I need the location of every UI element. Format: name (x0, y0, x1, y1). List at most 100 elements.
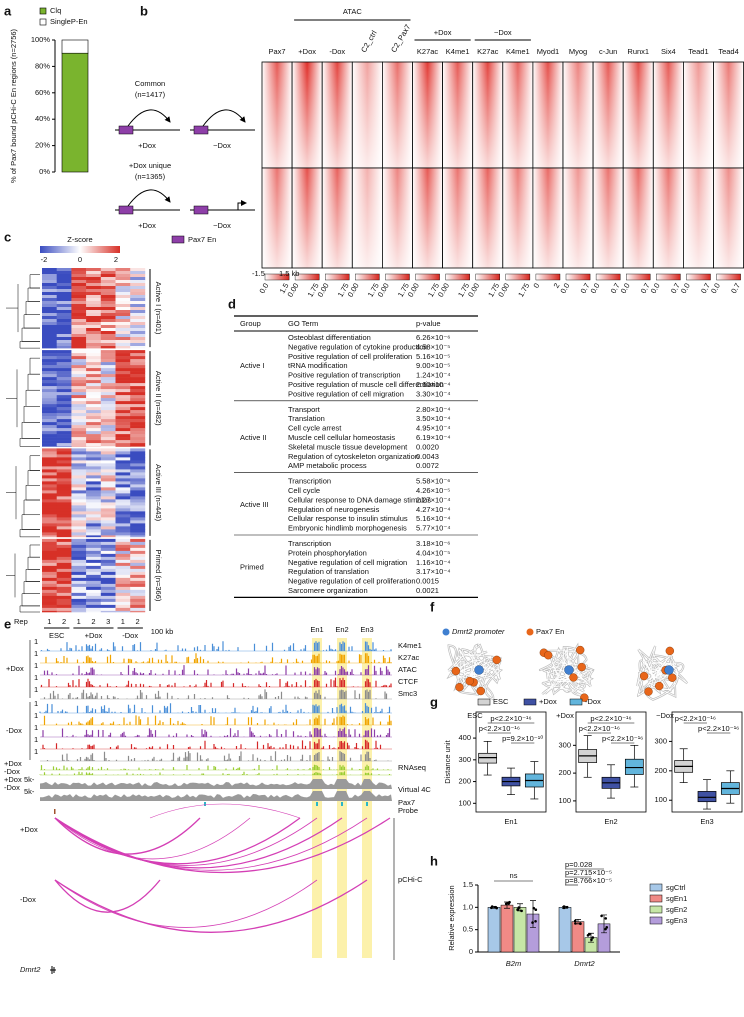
y-tick-label: 300 (558, 740, 571, 749)
heatmap-cell (71, 595, 87, 600)
colorbar-tick: 2 (114, 255, 118, 264)
heatmap-cell (56, 298, 72, 302)
heatmap-cell (71, 365, 87, 369)
heatmap-fade (472, 62, 503, 168)
p-value: 3.17×10⁻⁴ (416, 567, 451, 576)
heatmap-cell (71, 520, 87, 524)
heatmap-cell (56, 523, 72, 527)
heatmap-cell (115, 565, 131, 570)
heatmap-cell (100, 553, 116, 558)
heatmap-cell (100, 457, 116, 461)
track-label: pCHi-C (398, 875, 423, 884)
p-value: 6.19×10⁻⁴ (416, 433, 451, 442)
heatmap-cell (115, 340, 131, 344)
heatmap-cell (56, 365, 72, 369)
heatmap-cell (130, 538, 146, 543)
enhancer-diagrams (115, 109, 255, 211)
heatmap-cell (86, 307, 102, 311)
heatmap-cell (100, 523, 116, 527)
heatmap-cell (130, 610, 146, 613)
heatmap-cell (56, 496, 72, 500)
heatmap-cell (42, 431, 57, 435)
rep-number: 1 (121, 617, 125, 626)
heatmap-cell (42, 601, 57, 606)
heatmap-cell (56, 383, 72, 387)
heatmap-cell (100, 343, 116, 347)
y-tick-label: 0% (39, 167, 50, 176)
legend-label: sgEn3 (666, 916, 687, 925)
replicate-dot (588, 932, 591, 936)
heatmap-cell (130, 410, 146, 414)
panel-label: c (4, 229, 11, 244)
heatmap-cell (100, 466, 116, 470)
heatmap-cell (130, 319, 146, 323)
heatmap-cell (56, 469, 72, 473)
heatmap-cell (42, 580, 57, 585)
heatmap-cell (130, 517, 146, 521)
heatmap-cell (42, 377, 57, 381)
heatmap-cell (86, 328, 102, 332)
heatmap-cell (100, 362, 116, 366)
go-term: Transport (288, 405, 321, 414)
heatmap-cell (86, 413, 102, 417)
heatmap-cell (56, 526, 72, 530)
dendrogram (27, 373, 40, 391)
replicate-dot (579, 922, 582, 925)
heatmap-cell (115, 559, 131, 564)
condition-label: +Dox (138, 141, 156, 150)
color-scale (626, 273, 651, 281)
heatmap-cell (115, 490, 131, 494)
heatmap-cell (71, 389, 87, 393)
heatmap-cell (56, 377, 72, 381)
heatmap-cell (130, 541, 146, 546)
heatmap-cell (56, 301, 72, 305)
heatmap-cell (42, 356, 57, 360)
bar-segment (61, 52, 89, 173)
color-scale (656, 273, 681, 281)
p-value: 3.50×10⁻⁴ (416, 414, 451, 423)
scale-label: 0.0 (709, 281, 722, 295)
heatmap-cell (42, 472, 57, 476)
heatmap-cell (130, 416, 146, 420)
heatmap-cell (100, 395, 116, 399)
p-value: 1.16×10⁻⁴ (416, 558, 451, 567)
group-label: -Dox (122, 631, 138, 640)
dendrogram (29, 544, 40, 558)
heatmap-cell (56, 574, 72, 579)
heatmap-cell (100, 514, 116, 518)
heatmap-cell (42, 499, 57, 503)
heatmap-fade (292, 62, 323, 168)
heatmap-cell (86, 422, 102, 426)
heatmap-cell (42, 346, 57, 349)
heatmap-cell (42, 316, 57, 320)
heatmap-cell (115, 353, 131, 357)
heatmap-cell (115, 404, 131, 408)
heatmap-cell (130, 389, 146, 393)
replicate-dot (520, 909, 523, 913)
heatmap-cell (42, 353, 57, 357)
heatmap-cell (130, 392, 146, 396)
loop (54, 879, 318, 928)
heatmap-cell (42, 565, 57, 570)
dendrogram (25, 301, 40, 315)
go-term: Transcription (288, 477, 331, 486)
dendrogram (25, 485, 40, 501)
y-tick-label: 200 (558, 768, 571, 777)
heatmap-cell (56, 374, 72, 378)
bar-segment (61, 39, 89, 54)
heatmap-cell (56, 541, 72, 546)
heatmap-cell (130, 377, 146, 381)
heatmap-cell (115, 389, 131, 393)
heatmap-cell (130, 454, 146, 458)
panel-label: f (430, 599, 435, 614)
y-tick-label: 200 (458, 777, 471, 786)
heatmap-cell (100, 508, 116, 512)
heatmap-cell (56, 413, 72, 417)
loop (54, 879, 161, 913)
heatmap-cell (86, 283, 102, 287)
heatmap-cell (56, 337, 72, 341)
heatmap-cell (100, 359, 116, 363)
p-value: 3.18×10⁻⁶ (416, 539, 450, 548)
heatmap-cell (100, 571, 116, 576)
heatmap-cell (56, 401, 72, 405)
